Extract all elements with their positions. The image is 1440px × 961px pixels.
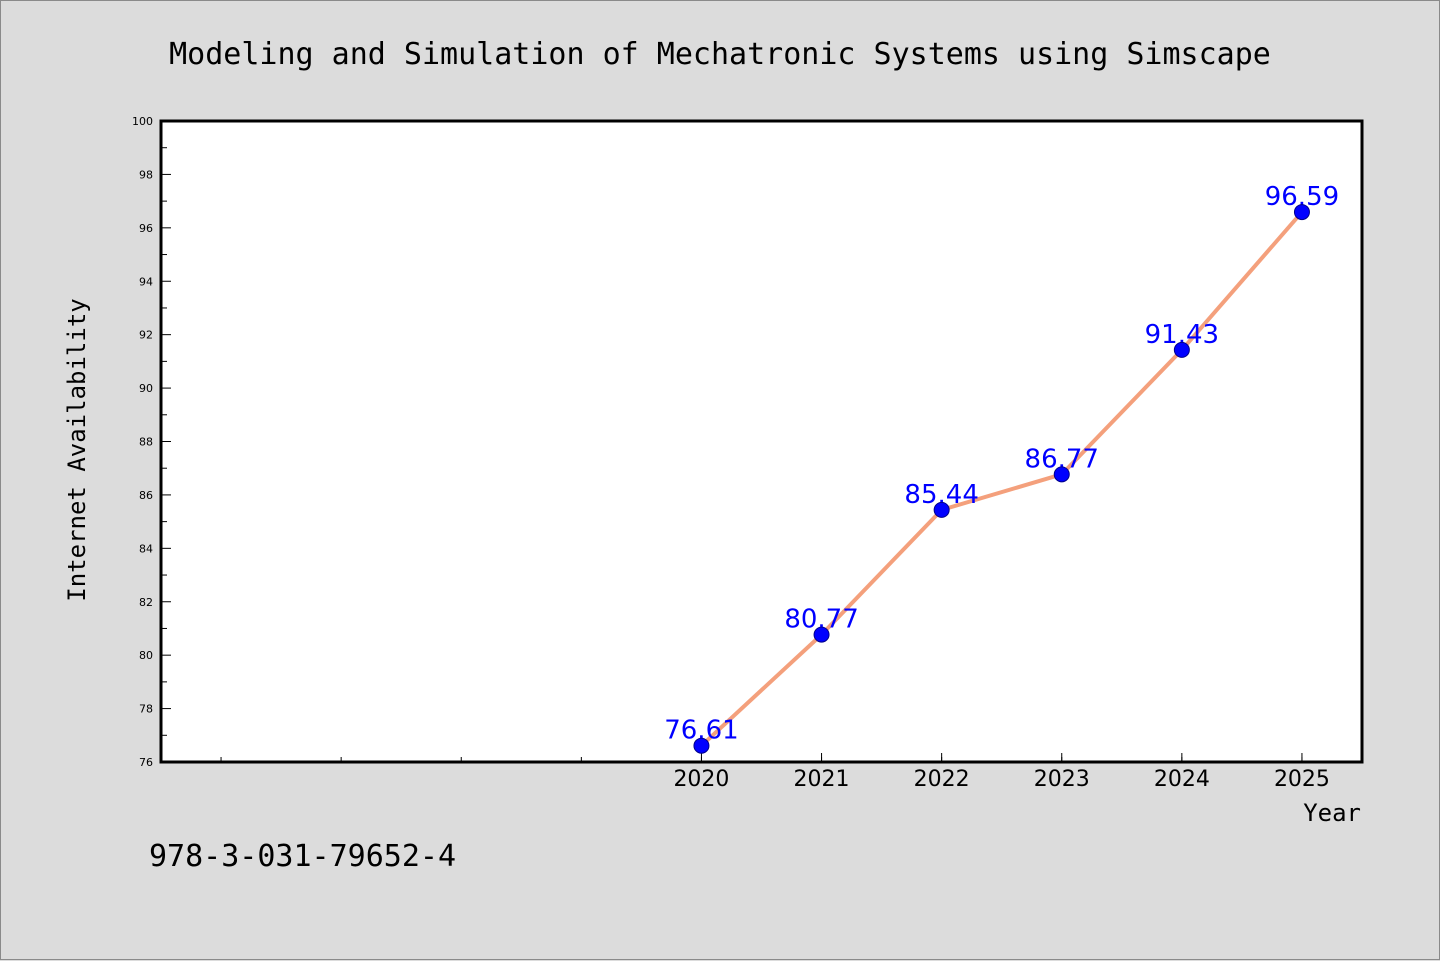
y-axis-label: Internet Availability	[63, 298, 91, 601]
series-line	[699, 210, 1304, 748]
plot-area	[161, 121, 1362, 762]
y-tick-label: 76	[139, 756, 153, 769]
data-point	[1053, 466, 1070, 483]
y-tick-label: 96	[139, 222, 153, 235]
data-point	[1173, 341, 1190, 358]
y-axis-ticks: 76 78 80 82 84 86 88 90 92 94 96 98 100	[132, 115, 171, 769]
data-point	[693, 737, 710, 754]
x-tick-label: 2023	[1034, 767, 1090, 792]
x-tick-label: 2020	[673, 767, 729, 792]
y-tick-label: 98	[139, 168, 153, 181]
x-axis-ticks: 2020 2021 2022 2023 2024 2025	[220, 753, 1330, 792]
x-axis-label: Year	[1303, 799, 1361, 827]
x-tick-label: 2025	[1274, 767, 1330, 792]
y-tick-label: 84	[139, 542, 153, 555]
plot-frame	[159, 119, 1364, 764]
x-tick-label: 2024	[1154, 767, 1210, 792]
y-tick-label: 82	[139, 596, 153, 609]
data-markers	[693, 204, 1310, 754]
y-tick-label: 90	[139, 382, 153, 395]
isbn-label: 978-3-031-79652-4	[149, 839, 456, 874]
y-tick-label: 94	[139, 275, 153, 288]
y-tick-label: 92	[139, 329, 153, 342]
y-tick-label: 80	[139, 649, 153, 662]
data-point	[813, 626, 830, 643]
chart-title: Modeling and Simulation of Mechatronic S…	[169, 37, 1271, 72]
data-point	[1293, 204, 1310, 221]
x-tick-label: 2022	[914, 767, 970, 792]
y-tick-label: 78	[139, 703, 153, 716]
y-tick-label: 88	[139, 436, 153, 449]
x-tick-label: 2021	[794, 767, 850, 792]
y-tick-label: 100	[132, 115, 153, 128]
data-point	[933, 501, 950, 518]
y-tick-label: 86	[139, 489, 153, 502]
